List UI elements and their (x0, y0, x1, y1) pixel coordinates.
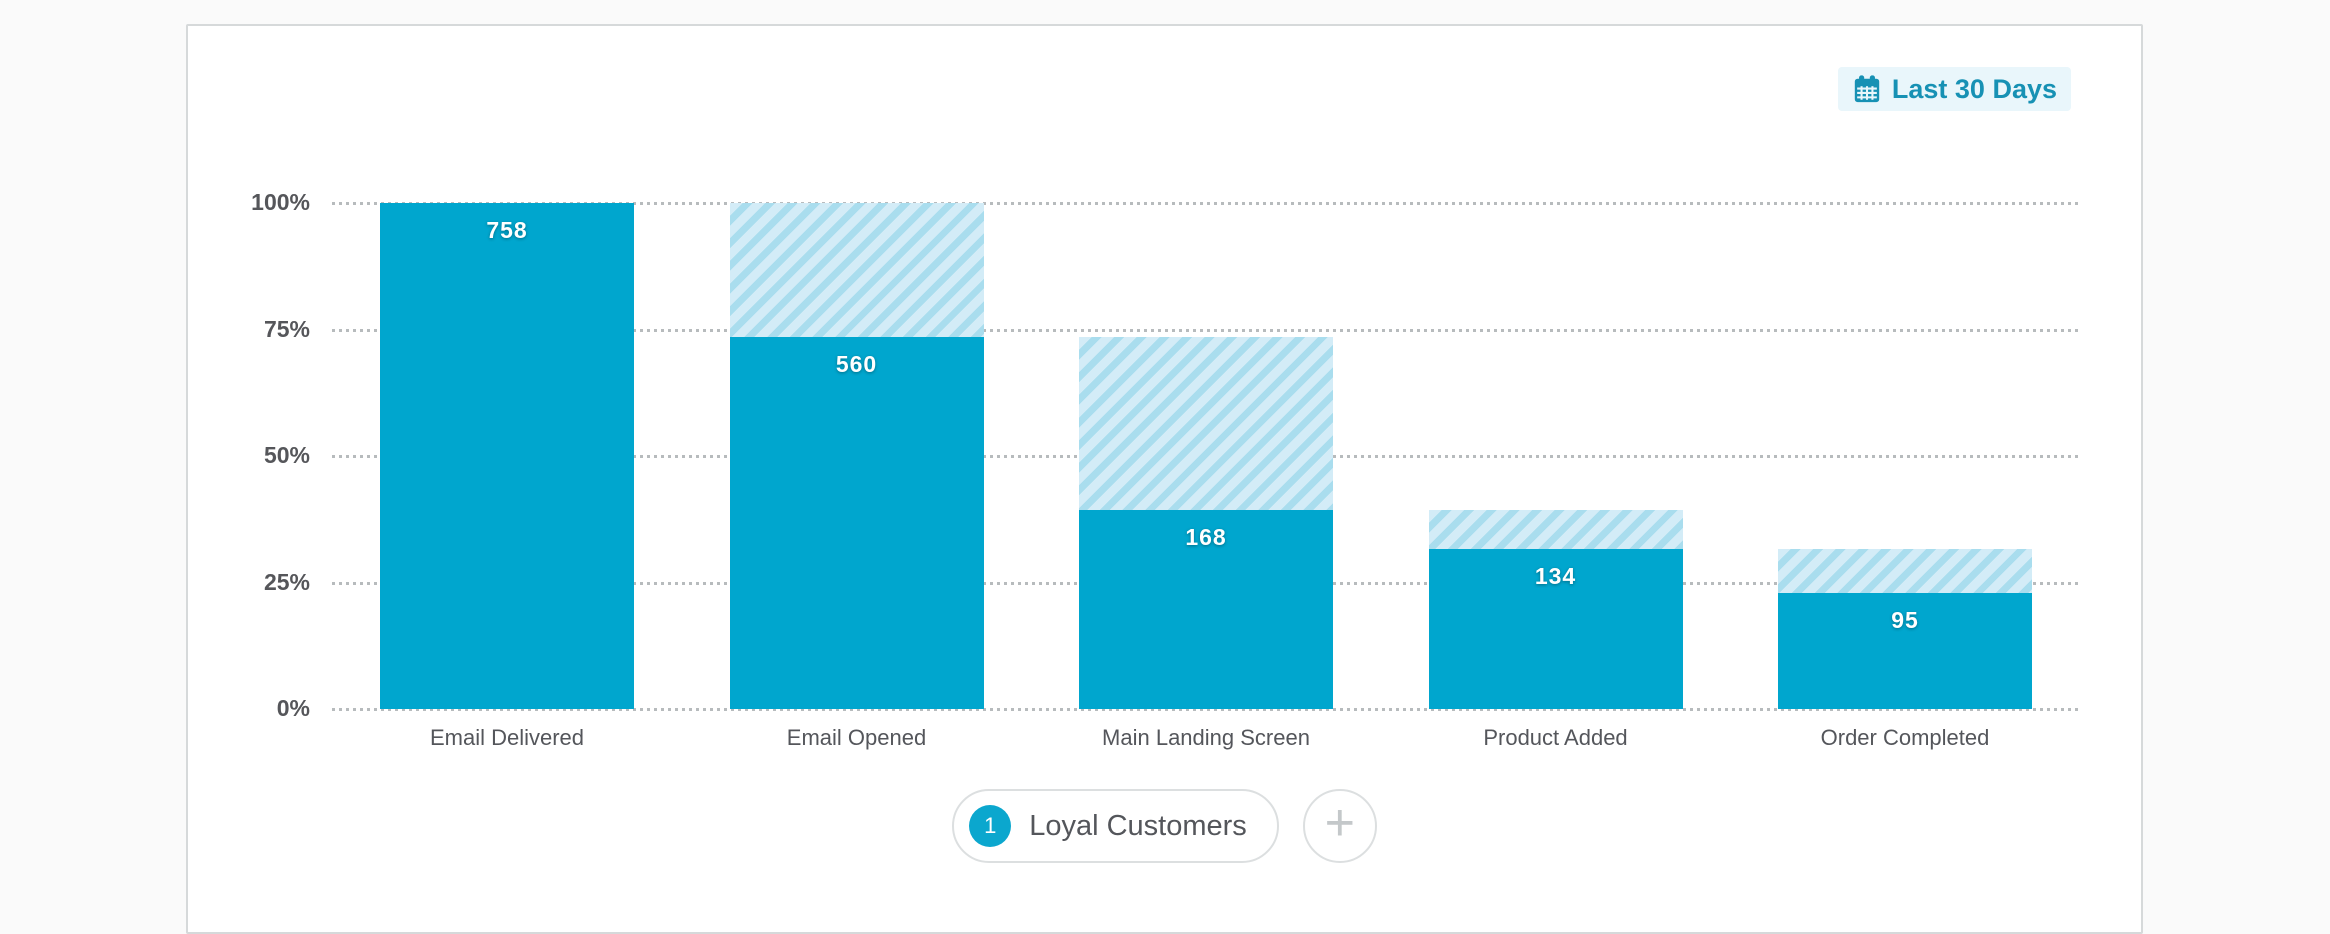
dropoff-hatch (1079, 337, 1333, 511)
funnel-bar[interactable]: 758 (380, 203, 634, 709)
bar-value-label: 168 (1185, 524, 1227, 551)
date-range-button[interactable]: Last 30 Days (1837, 67, 2071, 111)
bar-value-label: 560 (835, 351, 878, 378)
y-axis-tick: 50% (263, 441, 310, 468)
bar-value-label: 758 (486, 217, 528, 243)
segment-selector-row: 1 Loyal Customers + (188, 789, 2141, 863)
funnel-bar[interactable]: 134 (1428, 203, 1683, 709)
x-axis-label: Product Added (1483, 725, 1628, 750)
x-axis-label: Email Opened (786, 725, 927, 750)
gridline (332, 708, 2082, 711)
plus-icon: + (1324, 794, 1355, 852)
y-axis-tick: 100% (251, 188, 310, 215)
add-segment-button[interactable]: + (1302, 789, 1377, 863)
dropoff-hatch (1778, 548, 2032, 593)
bar-solid-segment: 560 (729, 337, 984, 709)
bar-value-label: 134 (1534, 562, 1577, 589)
funnel-segment-pill[interactable]: 1 Loyal Customers (952, 789, 1279, 863)
gridline (332, 202, 2082, 205)
segment-count-badge: 1 (969, 805, 1012, 847)
plot-area: 100% 75% 50% 25% 0% 758 Email Delivered 560 Emai… (251, 189, 2082, 750)
bar-solid-segment: 168 (1079, 510, 1333, 709)
y-axis-tick: 25% (263, 568, 310, 595)
x-axis-label: Main Landing Screen (1102, 725, 1310, 750)
funnel-bar[interactable]: 95 (1778, 203, 2032, 709)
date-range-label: Last 30 Days (1891, 73, 2057, 104)
bar-solid-segment: 758 (380, 203, 634, 709)
funnel-bar[interactable]: 560 (729, 203, 984, 709)
segment-label: Loyal Customers (1029, 809, 1247, 842)
bar-solid-segment: 134 (1428, 548, 1683, 709)
bar-solid-segment: 95 (1778, 592, 2032, 709)
x-axis-label: Order Completed (1820, 725, 1990, 750)
calendar-icon (1852, 74, 1882, 104)
dropoff-hatch (729, 203, 984, 338)
dropoff-hatch (1428, 510, 1683, 549)
gridline (332, 328, 2082, 332)
y-axis-tick: 0% (276, 694, 310, 721)
funnel-bar[interactable]: 168 (1079, 203, 1333, 709)
y-axis-tick: 75% (263, 315, 310, 342)
x-axis-label: Email Delivered (429, 725, 585, 750)
funnel-card: Last 30 Days 100% 75% 50% 25% 0% 758 Email Del… (186, 24, 2143, 934)
bar-value-label: 95 (1891, 606, 1919, 633)
